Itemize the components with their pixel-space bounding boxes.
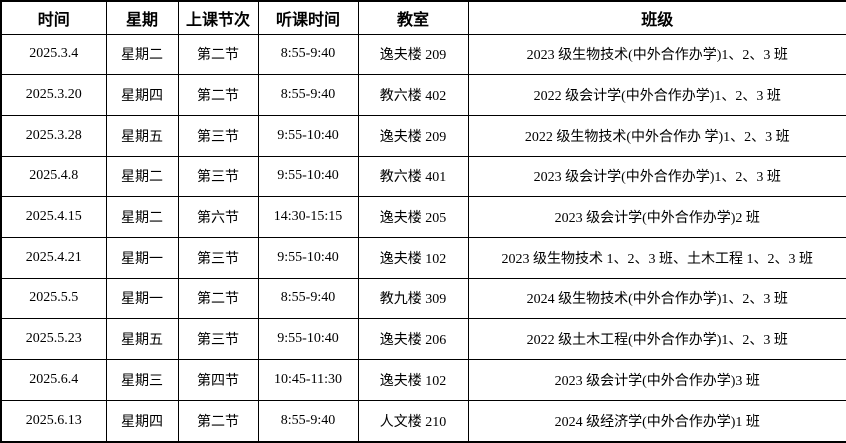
table-row: 2025.6.13 星期四 第二节 8:55-9:40 人文楼 210 2024 级经济学… <box>0 399 846 443</box>
class-cell: 2024 级生物技术(中外合作办学)1、2、3 班 <box>467 277 846 320</box>
weekday-cell: 星期三 <box>105 359 179 401</box>
date-cell: 2025.3.20 <box>0 74 107 116</box>
weekday-cell: 星期四 <box>105 399 179 443</box>
date-cell: 2025.6.4 <box>0 359 107 401</box>
time-cell: 14:30-15:15 <box>257 196 359 238</box>
class-cell: 2023 级会计学(中外合作办学)1、2、3 班 <box>467 155 846 198</box>
header-weekday: 星期 <box>105 0 179 35</box>
date-cell: 2025.5.23 <box>0 318 107 360</box>
header-time: 听课时间 <box>257 0 359 35</box>
time-cell: 9:55-10:40 <box>257 318 359 360</box>
classroom-cell: 教九楼 309 <box>357 277 469 320</box>
class-cell: 2023 级会计学(中外合作办学)3 班 <box>467 359 846 401</box>
weekday-cell: 星期一 <box>105 277 179 320</box>
table-row: 2025.4.21 星期一 第三节 9:55-10:40 逸夫楼 102 2023 级生物… <box>0 236 846 279</box>
table-row: 2025.3.4 星期二 第二节 8:55-9:40 逸夫楼 209 2023 级生物技术… <box>0 33 846 76</box>
date-cell: 2025.3.28 <box>0 114 107 157</box>
classroom-cell: 逸夫楼 206 <box>357 318 469 360</box>
classroom-cell: 教六楼 402 <box>357 74 469 116</box>
date-cell: 2025.4.15 <box>0 196 107 238</box>
weekday-cell: 星期五 <box>105 318 179 360</box>
class-cell: 2022 级生物技术(中外合作办 学)1、2、3 班 <box>467 114 846 157</box>
class-cell: 2023 级生物技术(中外合作办学)1、2、3 班 <box>467 33 846 76</box>
period-cell: 第六节 <box>177 196 259 238</box>
time-cell: 8:55-9:40 <box>257 33 359 76</box>
weekday-cell: 星期二 <box>105 33 179 76</box>
class-cell: 2022 级会计学(中外合作办学)1、2、3 班 <box>467 74 846 116</box>
date-cell: 2025.3.4 <box>0 33 107 76</box>
classroom-cell: 逸夫楼 102 <box>357 359 469 401</box>
classroom-cell: 逸夫楼 205 <box>357 196 469 238</box>
header-class: 班级 <box>467 0 846 35</box>
class-cell: 2024 级经济学(中外合作办学)1 班 <box>467 399 846 443</box>
class-cell: 2022 级土木工程(中外合作办学)1、2、3 班 <box>467 318 846 360</box>
table-row: 2025.5.5 星期一 第二节 8:55-9:40 教九楼 309 2024 级生物技术… <box>0 277 846 320</box>
header-classroom: 教室 <box>357 0 469 35</box>
header-date: 时间 <box>0 0 107 35</box>
date-cell: 2025.6.13 <box>0 399 107 443</box>
time-cell: 8:55-9:40 <box>257 74 359 116</box>
date-cell: 2025.4.8 <box>0 155 107 198</box>
time-cell: 9:55-10:40 <box>257 114 359 157</box>
header-period: 上课节次 <box>177 0 259 35</box>
table-row: 2025.5.23 星期五 第三节 9:55-10:40 逸夫楼 206 2022 级土木… <box>0 318 846 360</box>
period-cell: 第四节 <box>177 359 259 401</box>
date-cell: 2025.5.5 <box>0 277 107 320</box>
table-row: 2025.4.8 星期二 第三节 9:55-10:40 教六楼 401 2023 级会计学… <box>0 155 846 198</box>
period-cell: 第二节 <box>177 74 259 116</box>
weekday-cell: 星期一 <box>105 236 179 279</box>
period-cell: 第三节 <box>177 155 259 198</box>
weekday-cell: 星期二 <box>105 196 179 238</box>
header-row: 时间 星期 上课节次 听课时间 教室 班级 <box>0 0 846 35</box>
table-row: 2025.6.4 星期三 第四节 10:45-11:30 逸夫楼 102 2023 级会计… <box>0 359 846 401</box>
table-row: 2025.4.15 星期二 第六节 14:30-15:15 逸夫楼 205 2023 级会… <box>0 196 846 238</box>
table-row: 2025.3.28 星期五 第三节 9:55-10:40 逸夫楼 209 2022 级生物… <box>0 114 846 157</box>
table-row: 2025.3.20 星期四 第二节 8:55-9:40 教六楼 402 2022 级会计学… <box>0 74 846 116</box>
class-cell: 2023 级会计学(中外合作办学)2 班 <box>467 196 846 238</box>
time-cell: 9:55-10:40 <box>257 155 359 198</box>
period-cell: 第二节 <box>177 277 259 320</box>
classroom-cell: 逸夫楼 209 <box>357 114 469 157</box>
class-cell: 2023 级生物技术 1、2、3 班、土木工程 1、2、3 班 <box>467 236 846 279</box>
period-cell: 第三节 <box>177 114 259 157</box>
weekday-cell: 星期二 <box>105 155 179 198</box>
period-cell: 第二节 <box>177 399 259 443</box>
weekday-cell: 星期四 <box>105 74 179 116</box>
period-cell: 第二节 <box>177 33 259 76</box>
classroom-cell: 教六楼 401 <box>357 155 469 198</box>
time-cell: 8:55-9:40 <box>257 399 359 443</box>
classroom-cell: 逸夫楼 209 <box>357 33 469 76</box>
classroom-cell: 人文楼 210 <box>357 399 469 443</box>
date-cell: 2025.4.21 <box>0 236 107 279</box>
time-cell: 10:45-11:30 <box>257 359 359 401</box>
time-cell: 9:55-10:40 <box>257 236 359 279</box>
weekday-cell: 星期五 <box>105 114 179 157</box>
table-body: 2025.3.4 星期二 第二节 8:55-9:40 逸夫楼 209 2023 级生物技术… <box>0 33 846 443</box>
period-cell: 第三节 <box>177 318 259 360</box>
period-cell: 第三节 <box>177 236 259 279</box>
time-cell: 8:55-9:40 <box>257 277 359 320</box>
classroom-cell: 逸夫楼 102 <box>357 236 469 279</box>
